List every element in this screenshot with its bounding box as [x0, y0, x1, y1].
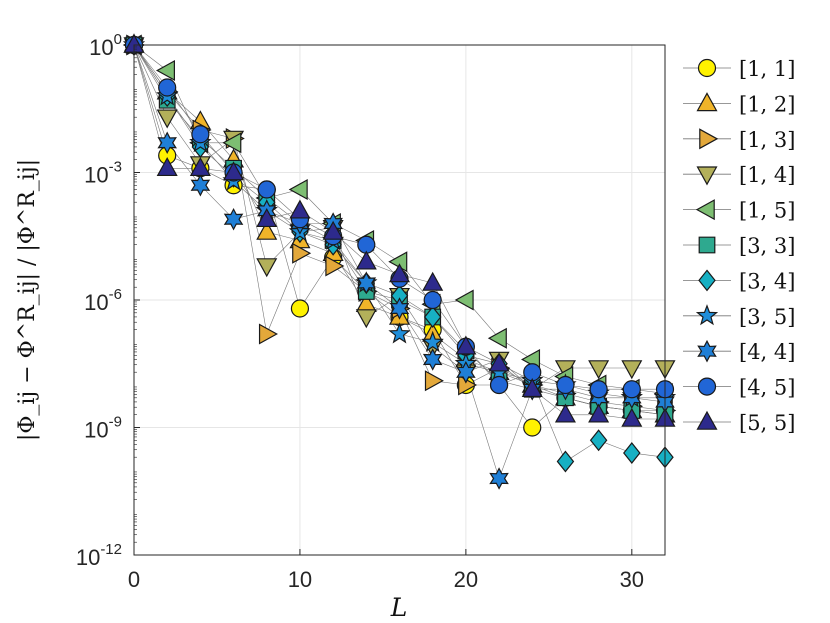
legend-marker — [697, 339, 717, 363]
x-tick-label: 20 — [454, 567, 478, 592]
y-axis-label: |Φ_ij − Φ^R_ij| / |Φ^R_ij| — [15, 159, 40, 441]
legend-label: [5, 5] — [739, 411, 795, 435]
data-point — [488, 352, 510, 372]
legend-label: [4, 4] — [739, 340, 795, 364]
data-point — [588, 403, 610, 423]
data-point — [487, 327, 507, 349]
data-point — [556, 375, 575, 395]
data-point — [421, 330, 444, 352]
data-point — [290, 299, 310, 318]
legend-label: [1, 4] — [739, 163, 795, 187]
data-point — [322, 220, 344, 240]
data-point — [621, 407, 643, 427]
data-point — [191, 125, 210, 144]
series-line — [133, 44, 666, 416]
data-point — [589, 429, 608, 452]
data-point — [156, 157, 178, 177]
data-point — [223, 207, 244, 231]
x-tick-label: 10 — [288, 567, 312, 592]
data-point — [289, 199, 311, 219]
series-line — [133, 44, 666, 462]
data-point — [423, 306, 442, 328]
data-point — [622, 380, 641, 399]
data-point — [455, 335, 477, 355]
data-point — [422, 348, 443, 371]
data-point — [292, 242, 312, 264]
series-line — [133, 44, 665, 420]
data-point — [623, 442, 641, 464]
legend-label: [3, 4] — [739, 269, 795, 293]
data-point — [489, 467, 509, 490]
legend-label: [4, 5] — [739, 376, 795, 400]
data-point — [158, 78, 177, 97]
legend-label: [3, 5] — [739, 305, 795, 329]
data-point — [256, 220, 278, 240]
x-axis-label: L — [390, 593, 408, 622]
data-point — [257, 180, 276, 199]
data-point — [454, 289, 474, 311]
data-point — [388, 322, 411, 344]
data-point — [288, 178, 308, 201]
legend-marker — [699, 128, 719, 150]
legend-label: [1, 5] — [739, 199, 795, 223]
legend-marker — [698, 269, 716, 292]
data-point — [256, 258, 278, 278]
data-point — [355, 309, 377, 329]
data-point — [521, 378, 543, 398]
legend-marker — [696, 92, 718, 112]
data-point — [456, 360, 476, 384]
x-tick-label: 30 — [620, 567, 644, 592]
y-tick-label: 10-9 — [84, 414, 122, 443]
legend-marker — [697, 377, 717, 396]
series-markers — [122, 33, 677, 490]
legend: [1, 1] [1, 2] [1, 3] [1, 4] [1, 5] [3, 3] [3, … — [683, 57, 795, 435]
series-line — [133, 44, 666, 411]
y-tick-label: 10-6 — [84, 286, 122, 315]
data-point — [489, 375, 509, 395]
data-point — [155, 59, 175, 82]
series-line — [133, 44, 665, 399]
series-line — [133, 44, 666, 416]
y-tick-label: 10-12 — [76, 541, 122, 570]
legend-marker — [697, 58, 717, 78]
legend-marker — [695, 199, 715, 221]
data-point — [355, 250, 377, 270]
data-point — [223, 161, 245, 181]
data-point — [256, 208, 278, 228]
data-point — [422, 271, 444, 291]
data-point — [389, 297, 410, 320]
data-point — [588, 360, 610, 380]
legend-marker — [696, 166, 718, 186]
data-point — [222, 132, 242, 154]
data-point — [554, 403, 576, 423]
legend-label: [1, 1] — [739, 57, 795, 81]
legend-marker — [696, 410, 718, 430]
data-point — [189, 157, 211, 177]
data-point — [157, 131, 177, 155]
data-point — [356, 271, 377, 295]
data-point — [423, 290, 442, 310]
legend-label: [3, 3] — [739, 234, 795, 258]
data-point — [523, 418, 542, 437]
legend-label: [1, 3] — [739, 128, 795, 152]
data-point — [589, 380, 608, 399]
legend-marker — [695, 304, 719, 326]
data-point — [325, 255, 345, 277]
series-line — [133, 44, 665, 428]
data-point — [621, 360, 643, 380]
legend-label: [1, 2] — [739, 92, 795, 116]
axis-ticks: 0 10 20 30 100 10-3 10-6 10-9 10-12 — [76, 31, 644, 592]
data-point — [424, 370, 444, 392]
y-tick-label: 100 — [89, 31, 122, 60]
legend-marker — [698, 236, 716, 254]
data-point — [258, 323, 278, 345]
data-point — [388, 263, 411, 283]
y-tick-label: 10-3 — [84, 159, 122, 188]
x-tick-label: 0 — [128, 567, 140, 592]
series-line — [133, 44, 666, 394]
data-point — [190, 173, 211, 197]
data-point — [156, 109, 178, 129]
data-point — [556, 450, 575, 473]
